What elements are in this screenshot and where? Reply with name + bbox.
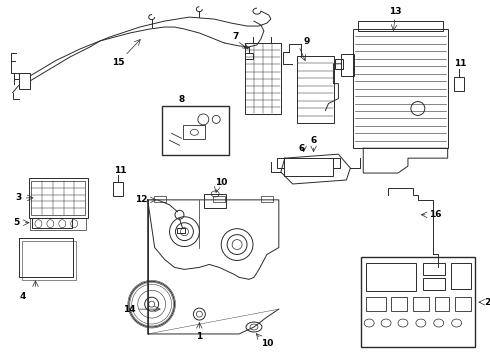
Bar bbox=[30, 218, 86, 230]
Text: 11: 11 bbox=[454, 59, 467, 68]
Bar bbox=[391, 297, 407, 311]
Bar bbox=[366, 297, 386, 311]
Bar bbox=[451, 264, 470, 289]
Text: 9: 9 bbox=[303, 37, 310, 46]
Text: 16: 16 bbox=[430, 210, 442, 219]
Bar bbox=[154, 196, 166, 202]
Text: 3: 3 bbox=[16, 193, 22, 202]
Text: 2: 2 bbox=[484, 298, 490, 307]
Bar bbox=[204, 194, 226, 208]
Text: 6: 6 bbox=[311, 136, 317, 145]
Text: 10: 10 bbox=[261, 339, 273, 348]
Bar bbox=[31, 181, 85, 215]
Bar bbox=[284, 158, 334, 176]
Bar bbox=[296, 56, 335, 123]
Bar bbox=[353, 29, 448, 148]
Bar bbox=[413, 297, 429, 311]
Bar bbox=[32, 218, 72, 228]
Text: 10: 10 bbox=[215, 179, 227, 188]
Bar bbox=[245, 53, 253, 59]
Bar bbox=[245, 43, 281, 114]
Text: 11: 11 bbox=[114, 166, 126, 175]
Bar bbox=[22, 240, 76, 280]
Bar bbox=[261, 196, 273, 202]
Text: 6: 6 bbox=[298, 144, 305, 153]
Bar bbox=[342, 54, 354, 76]
Bar bbox=[177, 228, 185, 233]
Bar bbox=[454, 77, 464, 91]
Text: 14: 14 bbox=[123, 305, 136, 314]
Bar bbox=[455, 297, 470, 311]
Text: 7: 7 bbox=[232, 32, 238, 41]
Text: 4: 4 bbox=[20, 292, 26, 301]
Text: 1: 1 bbox=[196, 332, 202, 341]
Bar bbox=[423, 264, 445, 275]
Bar bbox=[19, 73, 30, 89]
Text: 15: 15 bbox=[112, 58, 124, 67]
Bar bbox=[366, 264, 416, 291]
Bar bbox=[435, 297, 449, 311]
Bar bbox=[113, 182, 123, 196]
Bar bbox=[162, 105, 229, 155]
Bar bbox=[183, 125, 205, 139]
Bar bbox=[19, 238, 73, 277]
Text: 5: 5 bbox=[13, 218, 20, 227]
Text: 13: 13 bbox=[389, 6, 401, 15]
Bar bbox=[361, 257, 475, 347]
Text: 8: 8 bbox=[178, 95, 185, 104]
Text: 12: 12 bbox=[136, 195, 148, 204]
Bar bbox=[423, 278, 445, 290]
Bar bbox=[336, 59, 343, 69]
Bar bbox=[28, 178, 88, 218]
Bar bbox=[213, 196, 225, 202]
Bar bbox=[358, 21, 442, 31]
